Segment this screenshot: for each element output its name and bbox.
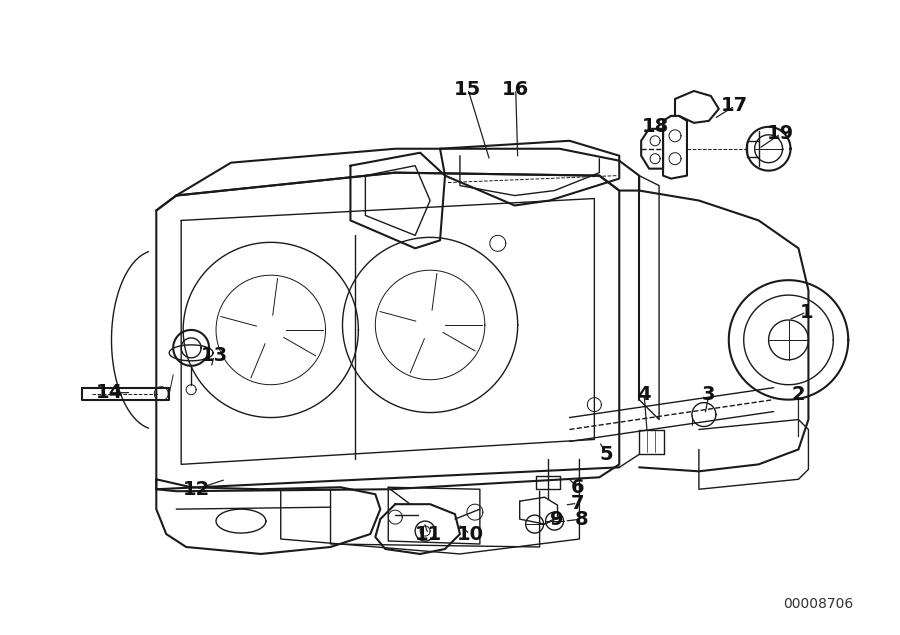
Text: 5: 5 — [599, 445, 613, 464]
Text: 10: 10 — [456, 525, 483, 544]
Text: 12: 12 — [183, 480, 210, 498]
Text: 18: 18 — [642, 117, 669, 137]
Text: 11: 11 — [415, 525, 442, 544]
Text: 17: 17 — [721, 97, 748, 116]
Text: 9: 9 — [550, 510, 563, 528]
Text: 7: 7 — [571, 493, 584, 512]
Text: 6: 6 — [571, 478, 584, 497]
Text: 4: 4 — [637, 385, 651, 404]
Text: 15: 15 — [454, 79, 482, 98]
Text: 14: 14 — [96, 383, 123, 402]
Text: 00008706: 00008706 — [783, 597, 853, 611]
Text: 16: 16 — [502, 79, 529, 98]
Text: 3: 3 — [702, 385, 716, 404]
Text: 2: 2 — [792, 385, 806, 404]
Text: 13: 13 — [201, 346, 228, 365]
Text: 1: 1 — [799, 302, 814, 321]
Text: 19: 19 — [767, 124, 794, 144]
Text: 8: 8 — [574, 510, 589, 528]
